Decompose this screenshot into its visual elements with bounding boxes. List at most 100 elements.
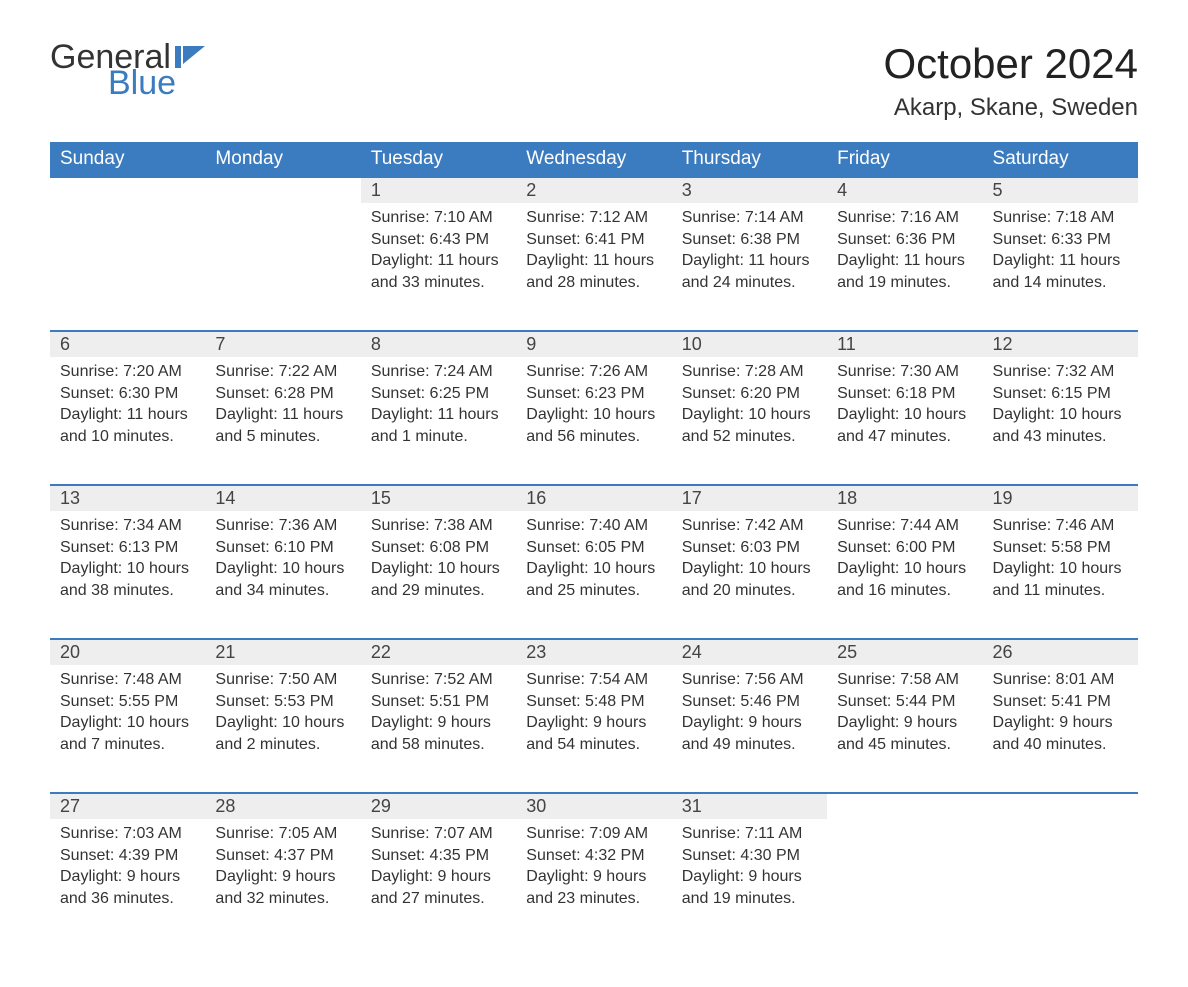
day-content-cell: Sunrise: 7:24 AMSunset: 6:25 PMDaylight:…	[361, 357, 516, 485]
sunrise-line: Sunrise: 7:09 AM	[526, 823, 661, 845]
daylight-line: Daylight: 9 hours	[682, 712, 817, 734]
sunset-line: Sunset: 6:23 PM	[526, 383, 661, 405]
day-number-cell: 26	[983, 639, 1138, 665]
sunrise-line: Sunrise: 7:40 AM	[526, 515, 661, 537]
daylight-line: Daylight: 10 hours	[993, 404, 1128, 426]
sunrise-line: Sunrise: 7:10 AM	[371, 207, 506, 229]
day-number-row: 20212223242526	[50, 639, 1138, 665]
daylight-line2: and 25 minutes.	[526, 580, 661, 602]
daylight-line: Daylight: 10 hours	[837, 558, 972, 580]
daylight-line: Daylight: 11 hours	[993, 250, 1128, 272]
day-content-cell	[50, 203, 205, 331]
day-number-cell	[50, 177, 205, 203]
weekday-header: Monday	[205, 142, 360, 177]
day-number-cell	[827, 793, 982, 819]
sunset-line: Sunset: 6:18 PM	[837, 383, 972, 405]
sunrise-line: Sunrise: 7:07 AM	[371, 823, 506, 845]
daylight-line2: and 5 minutes.	[215, 426, 350, 448]
daylight-line2: and 19 minutes.	[837, 272, 972, 294]
day-number-cell: 16	[516, 485, 671, 511]
sunrise-line: Sunrise: 7:50 AM	[215, 669, 350, 691]
day-number-cell: 5	[983, 177, 1138, 203]
weekday-header-row: SundayMondayTuesdayWednesdayThursdayFrid…	[50, 142, 1138, 177]
day-number-cell: 8	[361, 331, 516, 357]
daylight-line: Daylight: 10 hours	[993, 558, 1128, 580]
sunrise-line: Sunrise: 7:20 AM	[60, 361, 195, 383]
logo-text-blue: Blue	[108, 66, 205, 100]
daylight-line2: and 56 minutes.	[526, 426, 661, 448]
sunrise-line: Sunrise: 8:01 AM	[993, 669, 1128, 691]
weekday-header: Tuesday	[361, 142, 516, 177]
sunset-line: Sunset: 6:38 PM	[682, 229, 817, 251]
daylight-line2: and 58 minutes.	[371, 734, 506, 756]
day-content-cell: Sunrise: 7:16 AMSunset: 6:36 PMDaylight:…	[827, 203, 982, 331]
day-content-cell: Sunrise: 7:48 AMSunset: 5:55 PMDaylight:…	[50, 665, 205, 793]
day-content-cell: Sunrise: 7:10 AMSunset: 6:43 PMDaylight:…	[361, 203, 516, 331]
daylight-line: Daylight: 9 hours	[526, 712, 661, 734]
daylight-line2: and 33 minutes.	[371, 272, 506, 294]
sunset-line: Sunset: 6:43 PM	[371, 229, 506, 251]
sunrise-line: Sunrise: 7:48 AM	[60, 669, 195, 691]
daylight-line2: and 52 minutes.	[682, 426, 817, 448]
daylight-line2: and 20 minutes.	[682, 580, 817, 602]
sunrise-line: Sunrise: 7:46 AM	[993, 515, 1128, 537]
daylight-line2: and 49 minutes.	[682, 734, 817, 756]
weekday-header: Sunday	[50, 142, 205, 177]
sunset-line: Sunset: 5:41 PM	[993, 691, 1128, 713]
sunset-line: Sunset: 4:37 PM	[215, 845, 350, 867]
day-content-cell	[205, 203, 360, 331]
day-content-cell: Sunrise: 7:30 AMSunset: 6:18 PMDaylight:…	[827, 357, 982, 485]
daylight-line2: and 16 minutes.	[837, 580, 972, 602]
day-number-cell: 9	[516, 331, 671, 357]
daylight-line: Daylight: 11 hours	[215, 404, 350, 426]
daylight-line: Daylight: 9 hours	[526, 866, 661, 888]
sunset-line: Sunset: 6:10 PM	[215, 537, 350, 559]
daylight-line: Daylight: 9 hours	[60, 866, 195, 888]
sunrise-line: Sunrise: 7:11 AM	[682, 823, 817, 845]
sunset-line: Sunset: 5:53 PM	[215, 691, 350, 713]
sunset-line: Sunset: 6:28 PM	[215, 383, 350, 405]
daylight-line2: and 1 minute.	[371, 426, 506, 448]
day-number-cell: 3	[672, 177, 827, 203]
sunrise-line: Sunrise: 7:42 AM	[682, 515, 817, 537]
day-content-cell: Sunrise: 7:56 AMSunset: 5:46 PMDaylight:…	[672, 665, 827, 793]
daylight-line: Daylight: 9 hours	[215, 866, 350, 888]
sunrise-line: Sunrise: 7:34 AM	[60, 515, 195, 537]
sunrise-line: Sunrise: 7:58 AM	[837, 669, 972, 691]
day-number-cell: 2	[516, 177, 671, 203]
sunrise-line: Sunrise: 7:52 AM	[371, 669, 506, 691]
sunset-line: Sunset: 5:46 PM	[682, 691, 817, 713]
day-content-cell: Sunrise: 7:07 AMSunset: 4:35 PMDaylight:…	[361, 819, 516, 947]
day-content-cell: Sunrise: 7:54 AMSunset: 5:48 PMDaylight:…	[516, 665, 671, 793]
day-content-row: Sunrise: 7:20 AMSunset: 6:30 PMDaylight:…	[50, 357, 1138, 485]
day-content-row: Sunrise: 7:48 AMSunset: 5:55 PMDaylight:…	[50, 665, 1138, 793]
daylight-line: Daylight: 10 hours	[60, 558, 195, 580]
sunset-line: Sunset: 6:03 PM	[682, 537, 817, 559]
daylight-line: Daylight: 10 hours	[682, 404, 817, 426]
daylight-line2: and 23 minutes.	[526, 888, 661, 910]
daylight-line: Daylight: 11 hours	[371, 250, 506, 272]
day-number-cell: 24	[672, 639, 827, 665]
day-content-row: Sunrise: 7:10 AMSunset: 6:43 PMDaylight:…	[50, 203, 1138, 331]
sunrise-line: Sunrise: 7:24 AM	[371, 361, 506, 383]
day-content-cell: Sunrise: 7:26 AMSunset: 6:23 PMDaylight:…	[516, 357, 671, 485]
sunrise-line: Sunrise: 7:32 AM	[993, 361, 1128, 383]
daylight-line2: and 40 minutes.	[993, 734, 1128, 756]
daylight-line2: and 36 minutes.	[60, 888, 195, 910]
sunset-line: Sunset: 4:32 PM	[526, 845, 661, 867]
daylight-line2: and 11 minutes.	[993, 580, 1128, 602]
daylight-line2: and 47 minutes.	[837, 426, 972, 448]
day-content-cell: Sunrise: 7:28 AMSunset: 6:20 PMDaylight:…	[672, 357, 827, 485]
daylight-line: Daylight: 11 hours	[60, 404, 195, 426]
daylight-line2: and 45 minutes.	[837, 734, 972, 756]
sunset-line: Sunset: 6:20 PM	[682, 383, 817, 405]
sunset-line: Sunset: 6:08 PM	[371, 537, 506, 559]
day-number-cell: 1	[361, 177, 516, 203]
daylight-line: Daylight: 9 hours	[371, 866, 506, 888]
sunrise-line: Sunrise: 7:14 AM	[682, 207, 817, 229]
daylight-line: Daylight: 9 hours	[993, 712, 1128, 734]
sunset-line: Sunset: 4:39 PM	[60, 845, 195, 867]
day-number-cell: 28	[205, 793, 360, 819]
sunrise-line: Sunrise: 7:18 AM	[993, 207, 1128, 229]
sunrise-line: Sunrise: 7:05 AM	[215, 823, 350, 845]
